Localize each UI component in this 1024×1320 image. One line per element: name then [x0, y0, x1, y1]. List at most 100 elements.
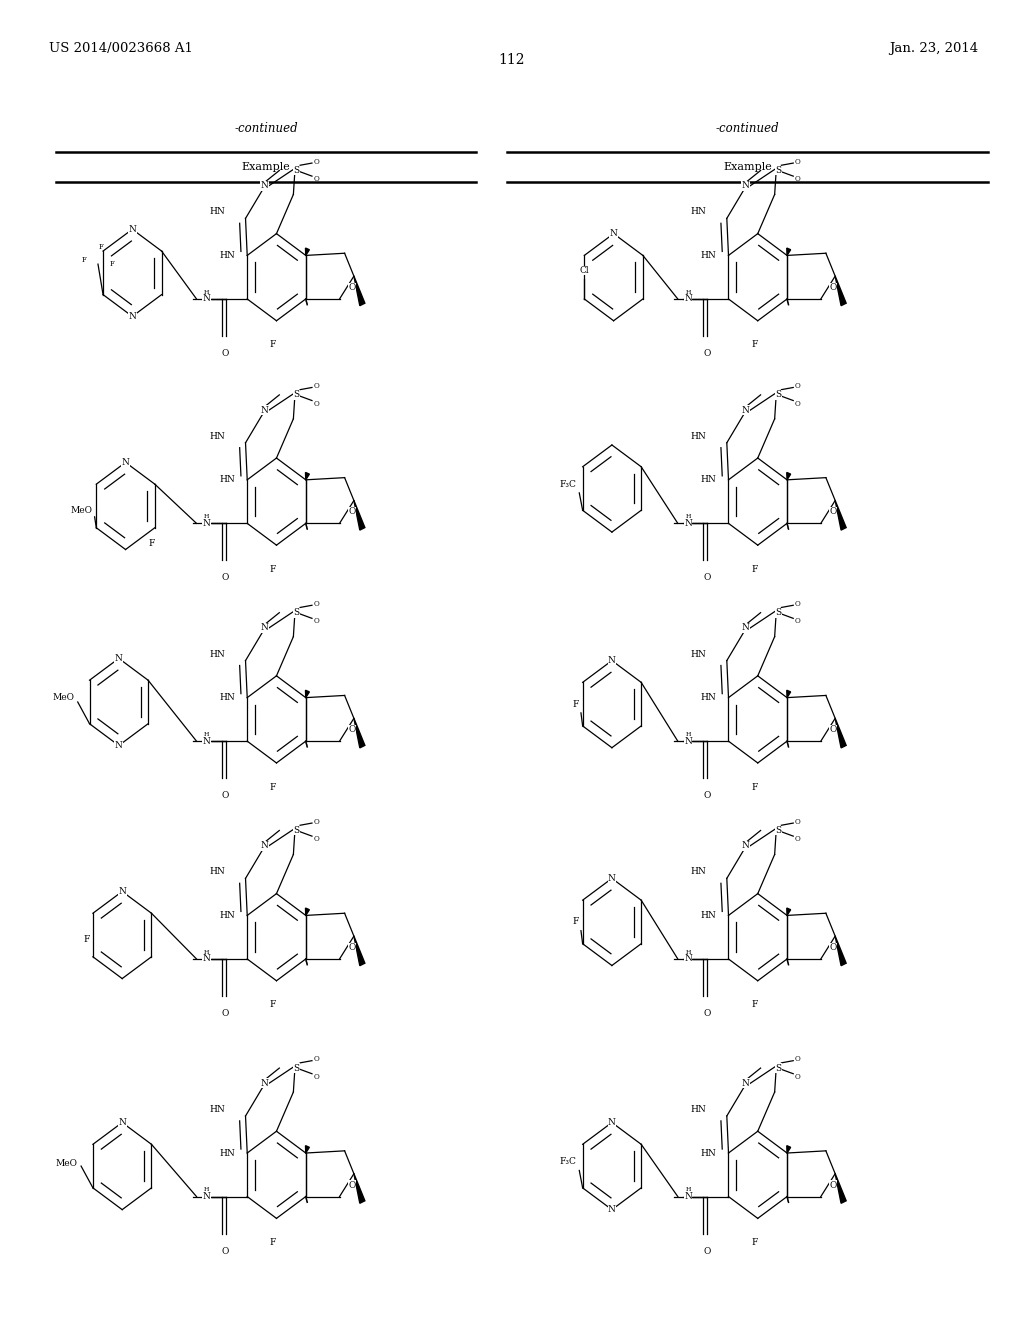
Polygon shape [786, 908, 791, 916]
Text: H: H [685, 289, 690, 294]
Polygon shape [305, 248, 309, 256]
Text: S: S [294, 166, 300, 176]
Text: N: N [203, 954, 211, 964]
Text: N: N [684, 737, 692, 746]
Polygon shape [786, 473, 791, 480]
Text: F: F [82, 256, 87, 264]
Text: HN: HN [700, 251, 717, 260]
Text: HN: HN [691, 1105, 707, 1114]
Text: F: F [270, 565, 276, 574]
Text: O: O [313, 400, 319, 408]
Polygon shape [354, 936, 365, 966]
Text: O: O [795, 1073, 801, 1081]
Text: O: O [829, 725, 837, 734]
Text: O: O [795, 836, 801, 843]
Text: F: F [752, 1001, 758, 1010]
Text: O: O [222, 348, 229, 358]
Text: F₃C: F₃C [559, 1158, 575, 1166]
Text: H: H [204, 949, 209, 954]
Text: N: N [608, 874, 615, 883]
Text: F: F [110, 260, 115, 268]
Text: O: O [348, 942, 355, 952]
Polygon shape [354, 500, 365, 531]
Text: O: O [795, 818, 801, 826]
Text: O: O [703, 1246, 711, 1255]
Text: O: O [795, 601, 801, 609]
Text: S: S [294, 391, 300, 400]
Text: O: O [222, 791, 229, 800]
Text: N: N [260, 623, 268, 632]
Polygon shape [836, 936, 846, 966]
Text: F₃C: F₃C [559, 479, 575, 488]
Text: N: N [115, 653, 123, 663]
Text: O: O [222, 573, 229, 582]
Text: F: F [270, 1238, 276, 1247]
Text: O: O [703, 573, 711, 582]
Text: HN: HN [210, 867, 225, 876]
Text: O: O [313, 1073, 319, 1081]
Text: N: N [203, 1192, 211, 1201]
Text: S: S [775, 166, 781, 176]
Text: O: O [829, 282, 837, 292]
Text: O: O [313, 601, 319, 609]
Polygon shape [786, 1146, 791, 1154]
Text: N: N [260, 181, 268, 190]
Text: O: O [222, 1008, 229, 1018]
Polygon shape [786, 690, 791, 697]
Text: MeO: MeO [71, 506, 93, 515]
Text: N: N [122, 458, 129, 467]
Text: N: N [741, 1078, 750, 1088]
Text: F: F [752, 565, 758, 574]
Text: F: F [270, 341, 276, 350]
Text: N: N [684, 294, 692, 304]
Text: US 2014/0023668 A1: US 2014/0023668 A1 [49, 42, 194, 55]
Text: N: N [203, 737, 211, 746]
Text: N: N [684, 954, 692, 964]
Text: F: F [752, 341, 758, 350]
Text: O: O [703, 348, 711, 358]
Text: O: O [829, 1180, 837, 1189]
Text: O: O [795, 158, 801, 166]
Text: O: O [795, 176, 801, 183]
Text: O: O [313, 383, 319, 391]
Text: N: N [203, 519, 211, 528]
Text: N: N [608, 1205, 615, 1214]
Text: O: O [313, 618, 319, 626]
Text: HN: HN [210, 207, 225, 216]
Text: H: H [204, 513, 209, 519]
Text: HN: HN [700, 1148, 717, 1158]
Text: O: O [829, 942, 837, 952]
Text: N: N [741, 841, 750, 850]
Text: N: N [203, 294, 211, 304]
Text: N: N [684, 1192, 692, 1201]
Text: N: N [609, 230, 617, 238]
Text: HN: HN [691, 207, 707, 216]
Text: N: N [118, 1118, 126, 1127]
Text: HN: HN [210, 1105, 225, 1114]
Text: HN: HN [210, 649, 225, 659]
Text: F: F [752, 1238, 758, 1247]
Text: S: S [294, 609, 300, 618]
Text: S: S [775, 826, 781, 836]
Text: H: H [204, 289, 209, 294]
Text: O: O [222, 1246, 229, 1255]
Text: HN: HN [219, 693, 236, 702]
Text: N: N [260, 405, 268, 414]
Text: N: N [741, 405, 750, 414]
Text: N: N [260, 841, 268, 850]
Text: O: O [313, 158, 319, 166]
Text: H: H [685, 513, 690, 519]
Polygon shape [354, 718, 365, 748]
Text: O: O [795, 400, 801, 408]
Text: H: H [204, 1187, 209, 1192]
Text: S: S [294, 1064, 300, 1073]
Text: N: N [260, 1078, 268, 1088]
Text: O: O [348, 282, 355, 292]
Text: N: N [608, 1118, 615, 1127]
Text: Example: Example [242, 162, 291, 172]
Text: HN: HN [219, 911, 236, 920]
Polygon shape [836, 500, 846, 531]
Text: Jan. 23, 2014: Jan. 23, 2014 [889, 42, 978, 55]
Text: HN: HN [210, 432, 225, 441]
Text: F: F [83, 935, 89, 944]
